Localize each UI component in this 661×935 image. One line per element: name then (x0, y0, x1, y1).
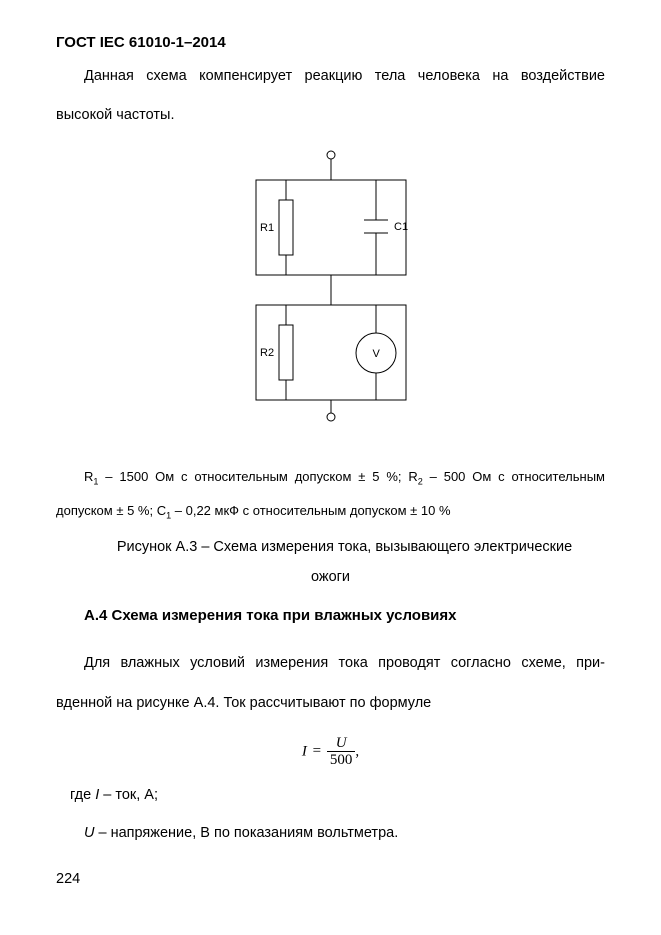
section-heading-a4: A.4 Схема измерения тока при влажных усл… (56, 605, 605, 626)
label-r2: R2 (260, 347, 274, 359)
formula-tail: , (355, 743, 359, 759)
formula-lhs: I (302, 743, 307, 759)
figure-caption-line1: Рисунок А.3 – Схема измерения тока, вызы… (56, 528, 605, 567)
formula-den: 500 (327, 752, 356, 769)
formula-eq: = (313, 743, 321, 759)
where-line-2: U – напряжение, В по показаниям вольтмет… (56, 823, 605, 843)
label-v: V (372, 348, 380, 360)
formula-num: U (327, 735, 356, 753)
document-header: ГОСТ IEC 61010-1–2014 (56, 32, 605, 53)
label-r1: R1 (260, 222, 274, 234)
where-line-1: где I – ток, А; (56, 785, 605, 805)
page-number: 224 (56, 869, 605, 889)
circuit-diagram: R1 C1 R2 V (56, 145, 605, 431)
figure-caption-line2: ожоги (56, 567, 605, 587)
formula-fraction: U 500 (327, 735, 356, 769)
label-c1: C1 (394, 221, 408, 233)
page: ГОСТ IEC 61010-1–2014 Данная схема компе… (0, 0, 661, 890)
paragraph-1: Данная схема компенсирует реакцию тела ч… (56, 57, 605, 135)
formula: I = U 500 , (56, 735, 605, 769)
component-legend: R1 – 1500 Ом с относительным допуском ± … (56, 460, 605, 528)
circuit-svg: R1 C1 R2 V (216, 145, 446, 425)
paragraph-2: Для влажных условий измерения тока прово… (56, 644, 605, 722)
